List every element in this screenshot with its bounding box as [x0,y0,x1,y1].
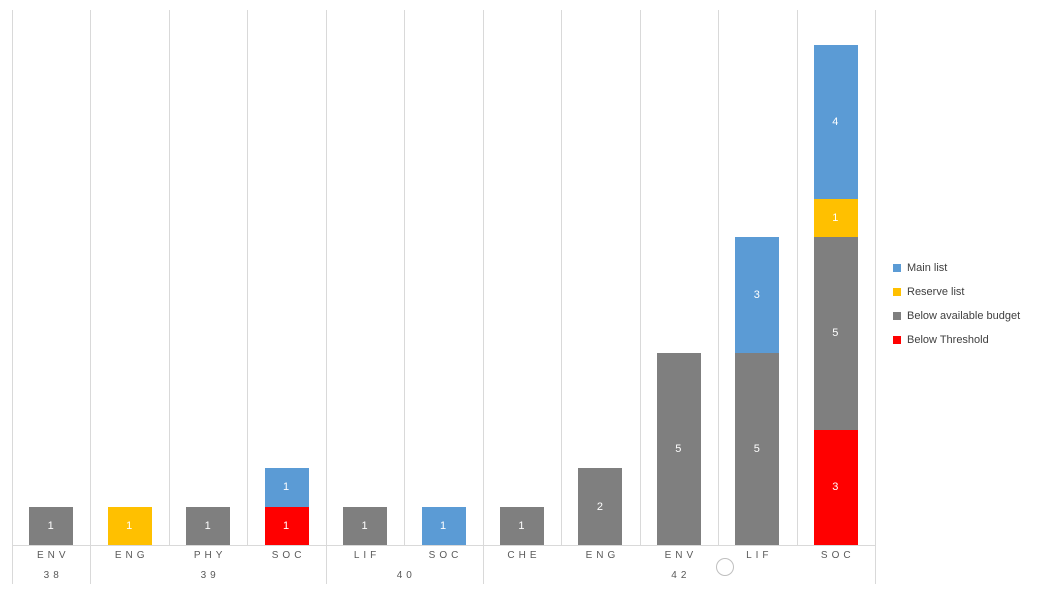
category-label: ENV [36,550,70,561]
x-axis-line [12,545,875,546]
group-label: 39 [200,570,220,581]
bar-segment-below-available-budget[interactable]: 5 [813,237,858,430]
bar-segment-below-available-budget[interactable]: 1 [499,506,544,545]
legend-marker-icon [893,264,901,272]
group-label: 42 [671,570,691,581]
gridline [247,10,249,545]
group-tick [482,545,484,584]
group-tick [875,545,876,584]
legend-label: Main list [907,262,948,274]
legend-item-reserve-list[interactable]: Reserve list [893,280,1020,304]
bar-data-label: 1 [126,519,134,532]
gridline [796,10,798,545]
bar-segment-below-available-budget[interactable]: 5 [735,352,780,545]
category-label: ENG [114,550,149,561]
bar-data-label: 3 [753,288,761,301]
bar-data-label: 5 [753,442,761,455]
legend-label: Below available budget [907,310,1021,322]
bar-segment-main-list[interactable]: 4 [813,44,858,199]
category-label: ENG [585,550,620,561]
bar-data-label: 5 [675,442,683,455]
legend-marker-icon [893,336,901,344]
bar-segment-reserve-list[interactable]: 1 [813,198,858,238]
bar-segment-below-available-budget[interactable]: 1 [186,506,231,545]
bar-data-label: 5 [832,327,840,340]
gridline [718,10,720,545]
legend-item-main-list[interactable]: Main list [893,256,1020,280]
group-label: 40 [396,570,416,581]
gridline [90,10,92,545]
bar-segment-below-available-budget[interactable]: 5 [656,352,701,545]
gridline [875,10,876,545]
legend-item-below-threshold[interactable]: Below Threshold [893,328,1020,352]
bar-segment-below-available-budget[interactable]: 1 [29,506,74,545]
gridline [404,10,406,545]
category-label: LIF [353,550,381,561]
group-tick [90,545,92,584]
bar-data-label: 1 [204,519,212,532]
legend-item-below-available-budget[interactable]: Below available budget [893,304,1020,328]
group-label: 38 [43,570,63,581]
legend: Main list Reserve list Below available bud… [893,256,1020,352]
category-label: PHY [193,550,227,561]
gridline [639,10,641,545]
gridline [325,10,327,545]
bar-data-label: 1 [47,519,55,532]
category-label: CHE [507,550,541,561]
bar-segment-below-available-budget[interactable]: 2 [578,468,623,545]
group-tick [325,545,327,584]
bar-data-label: 1 [439,519,448,532]
category-label: ENV [664,550,698,561]
bar-data-label: 3 [832,481,840,494]
bar-segment-reserve-list[interactable]: 1 [107,506,152,545]
bar-data-label: 4 [832,115,840,128]
category-label: SOC [428,550,463,561]
bar-segment-below-available-budget[interactable]: 1 [343,506,388,545]
bar-segment-below-threshold[interactable]: 1 [264,506,309,545]
bar-segment-main-list[interactable]: 3 [735,237,780,353]
bar-segment-below-threshold[interactable]: 3 [813,429,858,545]
gridline [168,10,170,545]
category-label: LIF [746,550,773,561]
bar-data-label: 1 [283,519,291,532]
category-label: SOC [820,550,855,561]
bar-segment-main-list[interactable]: 1 [421,506,466,545]
gridline [561,10,563,545]
group-tick [12,545,13,584]
legend-label: Reserve list [907,286,965,298]
legend-marker-icon [893,288,901,296]
legend-label: Below Threshold [907,334,989,346]
legend-marker-icon [893,312,901,320]
category-label: SOC [271,550,306,561]
bar-data-label: 1 [518,519,526,532]
bar-data-label: 1 [832,211,840,224]
circle-shape[interactable] [716,558,734,576]
gridline [12,10,13,545]
bar-data-label: 2 [596,500,604,513]
bar-data-label: 1 [283,481,291,494]
gridline [482,10,484,545]
bar-segment-main-list[interactable]: 1 [264,468,309,507]
bar-data-label: 1 [361,519,369,532]
